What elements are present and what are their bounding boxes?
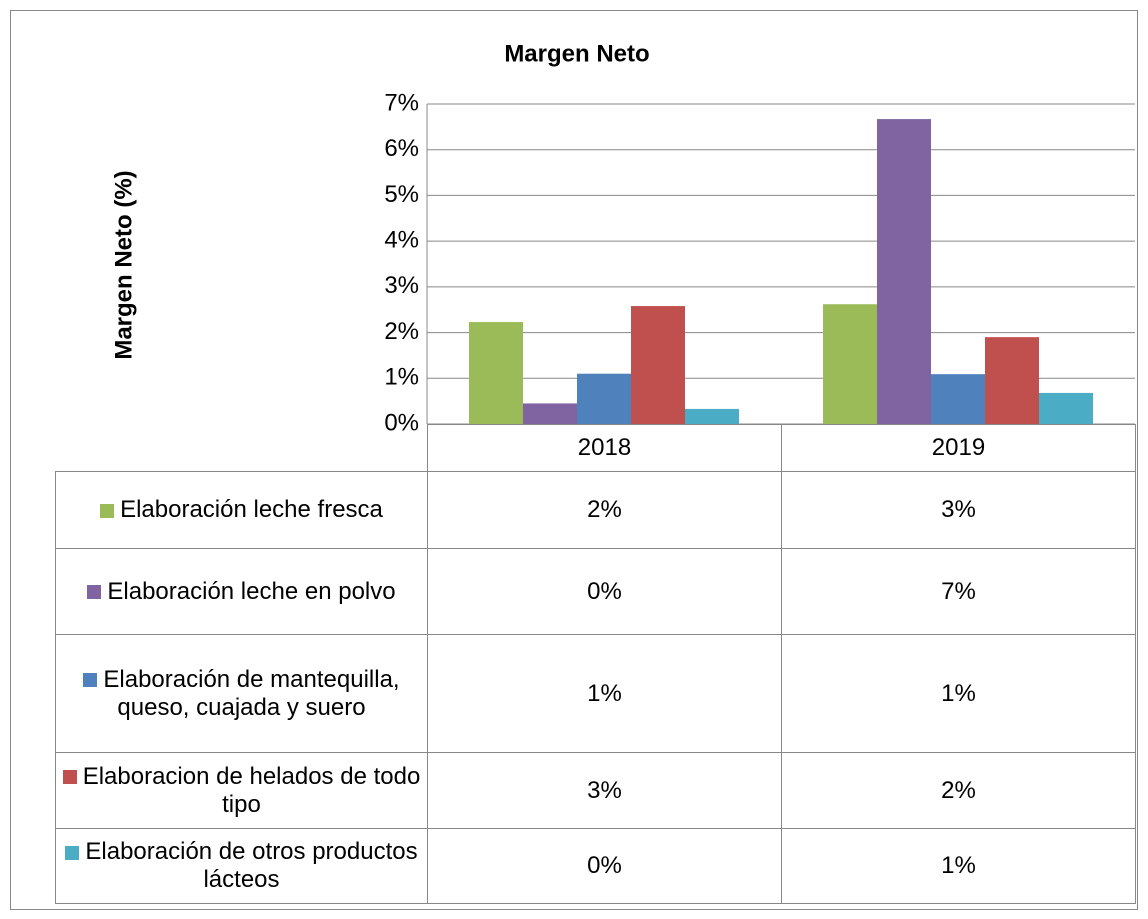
legend-key (100, 503, 115, 518)
chart-border (10, 10, 1138, 910)
table-value: 2% (427, 471, 782, 549)
y-tick-label: 1% (384, 364, 419, 391)
bar (469, 322, 523, 424)
table-header: 2018 (427, 424, 782, 472)
legend-key (87, 585, 102, 600)
legend-entry: Elaboración leche en polvo (87, 577, 396, 606)
table-value: 1% (781, 828, 1136, 904)
table-header: 2019 (781, 424, 1136, 472)
legend-entry: Elaboracion de helados de todo tipo (62, 763, 421, 819)
legend-entry: Elaboración leche fresca (100, 496, 383, 524)
bar (877, 119, 931, 424)
table-value: 1% (427, 634, 782, 753)
y-tick-label: 3% (384, 272, 419, 299)
legend-cell: Elaboración de mantequilla, queso, cuaja… (55, 634, 428, 753)
bar (631, 306, 685, 424)
bar (985, 337, 1039, 424)
table-value: 3% (781, 471, 1136, 549)
legend-label: Elaboracion de helados de todo tipo (82, 762, 421, 818)
table-value: 7% (781, 548, 1136, 635)
y-tick-label: 5% (384, 181, 419, 208)
table-value: 3% (427, 752, 782, 829)
legend-cell: Elaboracion de helados de todo tipo (55, 752, 428, 829)
chart-title: Margen Neto (504, 40, 649, 67)
bar (523, 403, 577, 424)
y-tick-label: 6% (384, 135, 419, 162)
legend-cell: Elaboración de otros productos lácteos (55, 828, 428, 904)
y-tick-label: 2% (384, 318, 419, 345)
legend-key (83, 673, 98, 688)
bar (823, 304, 877, 424)
legend-label: Elaboración de mantequilla, queso, cuaja… (103, 665, 400, 721)
y-tick-label: 0% (384, 409, 419, 436)
y-tick-label: 7% (384, 89, 419, 116)
legend-entry: Elaboración de mantequilla, queso, cuaja… (62, 666, 421, 722)
bar (685, 408, 739, 424)
legend-cell: Elaboración leche fresca (55, 471, 428, 549)
bar (931, 374, 985, 424)
legend-key (65, 845, 80, 860)
legend-label: Elaboración leche en polvo (107, 577, 396, 605)
table-value: 2% (781, 752, 1136, 829)
bar (577, 373, 631, 424)
legend-key (62, 770, 77, 785)
legend-cell: Elaboración leche en polvo (55, 548, 428, 635)
bar (1039, 392, 1093, 424)
table-value: 0% (427, 828, 782, 904)
y-axis-label: Margen Neto (%) (110, 170, 137, 359)
y-tick-label: 4% (384, 226, 419, 253)
legend-entry: Elaboración de otros productos lácteos (62, 838, 421, 894)
legend-label: Elaboración leche fresca (120, 496, 383, 523)
legend-label: Elaboración de otros productos lácteos (85, 838, 418, 893)
table-value: 0% (427, 548, 782, 635)
table-value: 1% (781, 634, 1136, 753)
